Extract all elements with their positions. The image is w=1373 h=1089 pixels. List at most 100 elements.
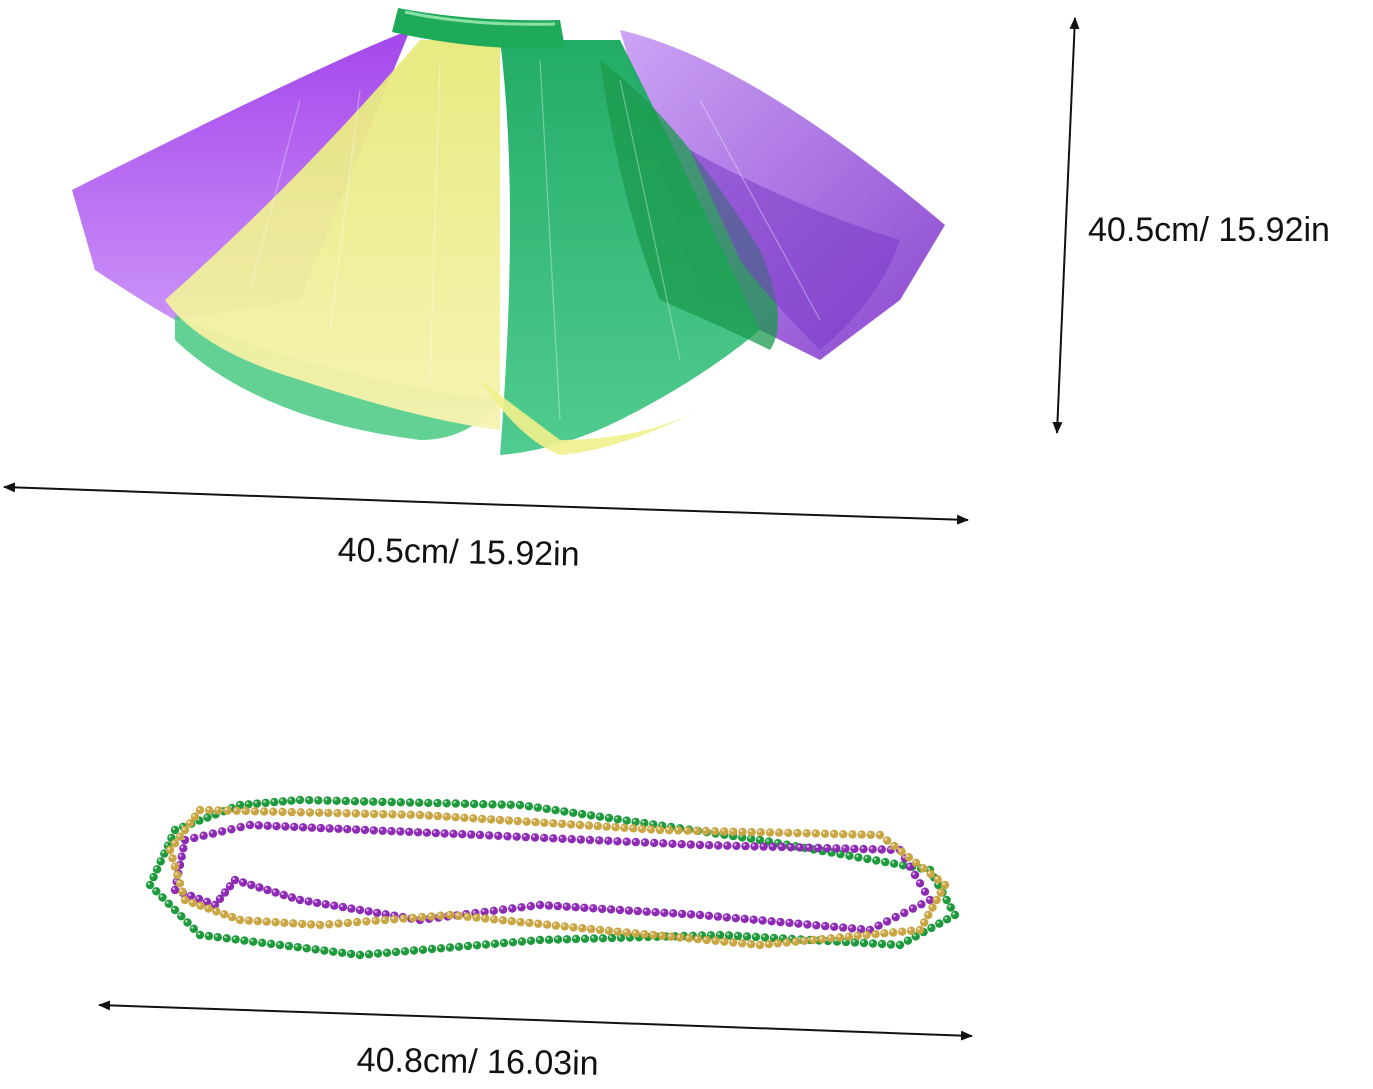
bead xyxy=(578,809,587,819)
bead-highlight xyxy=(237,917,240,920)
bead-highlight xyxy=(837,851,841,855)
bead xyxy=(604,926,614,935)
bead-highlight xyxy=(870,940,873,944)
bead-highlight xyxy=(499,802,502,805)
bead-highlight xyxy=(600,935,603,939)
bead-highlight xyxy=(873,931,876,935)
bead xyxy=(287,796,296,805)
bead-highlight xyxy=(256,822,259,826)
bead xyxy=(882,917,892,926)
bead xyxy=(503,832,512,841)
bead xyxy=(750,842,759,851)
bead xyxy=(569,923,578,932)
bead-highlight xyxy=(397,828,401,832)
bead xyxy=(604,813,614,823)
bead-highlight xyxy=(379,799,383,802)
bead xyxy=(400,947,410,956)
bead-highlight xyxy=(391,916,395,920)
bead-highlight xyxy=(453,814,456,818)
bead xyxy=(272,822,281,831)
bead xyxy=(521,832,530,842)
bead xyxy=(417,912,427,922)
bead xyxy=(454,942,464,951)
bead-highlight xyxy=(760,917,763,921)
bead-highlight xyxy=(824,845,828,849)
bead xyxy=(713,912,723,921)
bead xyxy=(820,829,830,838)
bead xyxy=(307,823,317,832)
bead xyxy=(507,917,516,926)
bead xyxy=(631,837,640,847)
bead xyxy=(738,939,747,948)
bead-highlight xyxy=(374,910,378,913)
bead xyxy=(751,932,761,942)
bead-highlight xyxy=(730,939,734,943)
bead xyxy=(506,800,515,809)
bead-highlight xyxy=(757,942,760,945)
bead xyxy=(329,947,338,956)
bead xyxy=(170,885,180,895)
bead-highlight xyxy=(851,846,855,849)
bead xyxy=(871,930,880,939)
bead xyxy=(740,914,749,924)
bead xyxy=(551,806,560,815)
bead xyxy=(325,824,334,833)
skirt-height-arrow xyxy=(1065,17,1080,223)
bead xyxy=(220,910,229,919)
bead xyxy=(436,944,446,953)
bead xyxy=(595,836,604,845)
bead xyxy=(343,918,353,928)
bead-highlight xyxy=(697,912,700,915)
bead xyxy=(512,832,521,841)
bead-highlight xyxy=(366,951,370,955)
bead-highlight xyxy=(587,837,590,840)
bead-highlight xyxy=(775,940,778,944)
bead-highlight xyxy=(537,902,540,905)
bead xyxy=(449,829,458,838)
bead-highlight xyxy=(229,914,233,918)
beads-width-arrow xyxy=(534,1019,973,1041)
bead-highlight xyxy=(659,823,663,826)
bead-highlight xyxy=(766,941,769,945)
bead xyxy=(900,908,909,918)
bead-highlight xyxy=(870,846,873,850)
skirt-height-arrow-lower xyxy=(1052,221,1067,434)
bead xyxy=(845,851,854,860)
bead-highlight xyxy=(588,926,592,930)
bead xyxy=(263,821,272,830)
bead xyxy=(165,845,175,855)
bead-highlight xyxy=(624,818,627,821)
bead xyxy=(399,914,408,923)
bead-highlight xyxy=(221,911,225,915)
bead xyxy=(775,828,784,837)
bead-highlight xyxy=(153,888,157,892)
bead-highlight xyxy=(595,823,598,827)
bead-highlight xyxy=(758,829,761,833)
bead xyxy=(442,799,451,808)
bead-highlight xyxy=(837,934,840,938)
bead xyxy=(364,950,374,959)
bead-highlight xyxy=(361,798,365,802)
bead xyxy=(250,807,260,816)
bead xyxy=(203,813,212,822)
bead-highlight xyxy=(686,935,689,939)
bead xyxy=(638,824,647,834)
bead-highlight xyxy=(864,856,868,859)
bead-highlight xyxy=(210,831,213,834)
bead-highlight xyxy=(882,859,886,863)
bead-highlight xyxy=(256,884,260,888)
bead xyxy=(481,940,491,949)
bead-highlight xyxy=(650,821,654,825)
bead xyxy=(604,836,613,845)
bead-highlight xyxy=(353,827,357,830)
bead xyxy=(924,910,933,920)
bead-highlight xyxy=(913,860,917,863)
bead-highlight xyxy=(597,927,600,930)
bead xyxy=(442,812,451,821)
bead xyxy=(170,905,180,915)
bead-highlight xyxy=(621,825,625,828)
bead xyxy=(777,842,786,852)
bead xyxy=(695,910,705,920)
bead-highlight xyxy=(456,913,459,916)
bead xyxy=(236,822,245,832)
